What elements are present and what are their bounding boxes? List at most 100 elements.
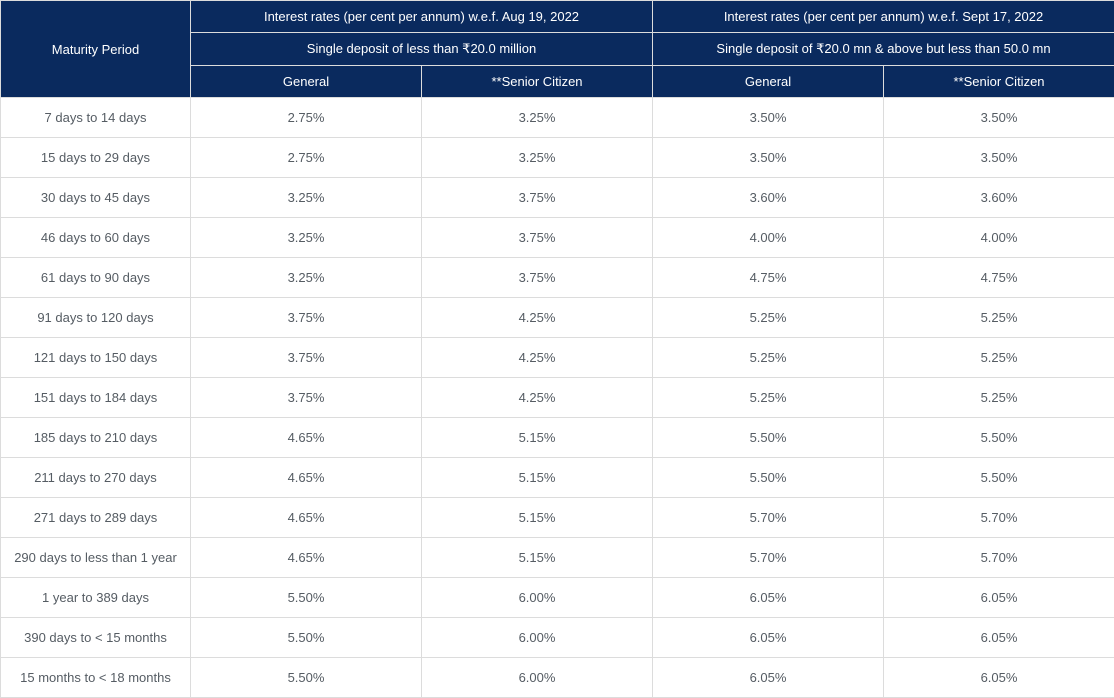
cell-g2-general: 5.25% [653,338,884,378]
table-row: 185 days to 210 days4.65%5.15%5.50%5.50% [1,418,1114,458]
cell-maturity: 15 months to < 18 months [1,658,191,698]
table-row: 1 year to 389 days5.50%6.00%6.05%6.05% [1,578,1114,618]
cell-g2-general: 4.75% [653,258,884,298]
header-col-g2-general: General [653,66,884,98]
cell-g1-general: 5.50% [191,618,422,658]
cell-g1-senior: 3.75% [422,258,653,298]
cell-g1-senior: 5.15% [422,418,653,458]
table-header: Maturity Period Interest rates (per cent… [1,1,1114,98]
cell-maturity: 91 days to 120 days [1,298,191,338]
cell-g1-senior: 3.25% [422,98,653,138]
cell-g2-senior: 5.25% [884,338,1114,378]
header-col-g2-senior: **Senior Citizen [884,66,1114,98]
table-row: 290 days to less than 1 year4.65%5.15%5.… [1,538,1114,578]
cell-g1-senior: 5.15% [422,458,653,498]
cell-g1-general: 2.75% [191,98,422,138]
cell-maturity: 15 days to 29 days [1,138,191,178]
cell-g2-general: 6.05% [653,658,884,698]
cell-g1-general: 4.65% [191,538,422,578]
cell-g1-senior: 6.00% [422,658,653,698]
cell-g1-senior: 3.75% [422,218,653,258]
table-row: 15 months to < 18 months5.50%6.00%6.05%6… [1,658,1114,698]
table-row: 390 days to < 15 months5.50%6.00%6.05%6.… [1,618,1114,658]
cell-maturity: 390 days to < 15 months [1,618,191,658]
cell-g1-general: 3.25% [191,178,422,218]
table-row: 15 days to 29 days2.75%3.25%3.50%3.50% [1,138,1114,178]
cell-g2-senior: 5.50% [884,418,1114,458]
header-group1-title: Interest rates (per cent per annum) w.e.… [191,1,653,33]
cell-g1-general: 5.50% [191,658,422,698]
cell-maturity: 121 days to 150 days [1,338,191,378]
cell-g2-senior: 4.75% [884,258,1114,298]
cell-g1-senior: 6.00% [422,578,653,618]
cell-g2-general: 4.00% [653,218,884,258]
cell-maturity: 211 days to 270 days [1,458,191,498]
cell-g2-general: 5.25% [653,378,884,418]
cell-maturity: 185 days to 210 days [1,418,191,458]
cell-g2-general: 3.50% [653,138,884,178]
cell-g2-general: 5.70% [653,498,884,538]
cell-g2-senior: 4.00% [884,218,1114,258]
header-maturity: Maturity Period [1,1,191,98]
table-row: 46 days to 60 days3.25%3.75%4.00%4.00% [1,218,1114,258]
table-row: 211 days to 270 days4.65%5.15%5.50%5.50% [1,458,1114,498]
table-row: 151 days to 184 days3.75%4.25%5.25%5.25% [1,378,1114,418]
cell-g1-senior: 3.25% [422,138,653,178]
header-group1-sub: Single deposit of less than ₹20.0 millio… [191,33,653,66]
header-group2-sub: Single deposit of ₹20.0 mn & above but l… [653,33,1114,66]
table-row: 30 days to 45 days3.25%3.75%3.60%3.60% [1,178,1114,218]
table-row: 61 days to 90 days3.25%3.75%4.75%4.75% [1,258,1114,298]
cell-g1-senior: 5.15% [422,498,653,538]
cell-maturity: 151 days to 184 days [1,378,191,418]
cell-g1-general: 3.75% [191,338,422,378]
cell-g1-general: 3.25% [191,218,422,258]
cell-g2-senior: 5.70% [884,538,1114,578]
cell-g1-senior: 4.25% [422,298,653,338]
cell-maturity: 7 days to 14 days [1,98,191,138]
cell-g1-general: 3.75% [191,378,422,418]
cell-g2-senior: 5.50% [884,458,1114,498]
cell-g1-general: 4.65% [191,498,422,538]
table-row: 121 days to 150 days3.75%4.25%5.25%5.25% [1,338,1114,378]
cell-g1-general: 5.50% [191,578,422,618]
cell-g2-general: 3.50% [653,98,884,138]
cell-g2-senior: 3.50% [884,98,1114,138]
cell-maturity: 30 days to 45 days [1,178,191,218]
cell-g1-senior: 3.75% [422,178,653,218]
cell-maturity: 271 days to 289 days [1,498,191,538]
cell-g1-general: 4.65% [191,418,422,458]
cell-g1-general: 4.65% [191,458,422,498]
cell-g2-general: 6.05% [653,578,884,618]
cell-g1-general: 3.75% [191,298,422,338]
cell-g2-senior: 6.05% [884,618,1114,658]
table-body: 7 days to 14 days2.75%3.25%3.50%3.50%15 … [1,98,1114,698]
cell-g2-senior: 5.25% [884,378,1114,418]
cell-g1-senior: 4.25% [422,378,653,418]
cell-maturity: 61 days to 90 days [1,258,191,298]
cell-g2-general: 6.05% [653,618,884,658]
cell-g2-senior: 5.25% [884,298,1114,338]
cell-g2-senior: 3.50% [884,138,1114,178]
cell-g2-general: 5.25% [653,298,884,338]
interest-rates-table: Maturity Period Interest rates (per cent… [0,0,1114,698]
cell-g1-general: 3.25% [191,258,422,298]
cell-g2-senior: 6.05% [884,578,1114,618]
table-row: 91 days to 120 days3.75%4.25%5.25%5.25% [1,298,1114,338]
cell-g2-senior: 6.05% [884,658,1114,698]
cell-g2-general: 5.70% [653,538,884,578]
table-row: 7 days to 14 days2.75%3.25%3.50%3.50% [1,98,1114,138]
header-col-g1-general: General [191,66,422,98]
cell-g2-senior: 5.70% [884,498,1114,538]
cell-g2-general: 3.60% [653,178,884,218]
cell-g1-senior: 4.25% [422,338,653,378]
cell-g1-senior: 6.00% [422,618,653,658]
cell-g2-general: 5.50% [653,418,884,458]
cell-g2-general: 5.50% [653,458,884,498]
cell-maturity: 290 days to less than 1 year [1,538,191,578]
header-col-g1-senior: **Senior Citizen [422,66,653,98]
cell-g1-senior: 5.15% [422,538,653,578]
cell-maturity: 46 days to 60 days [1,218,191,258]
cell-g2-senior: 3.60% [884,178,1114,218]
cell-g1-general: 2.75% [191,138,422,178]
header-group2-title: Interest rates (per cent per annum) w.e.… [653,1,1114,33]
